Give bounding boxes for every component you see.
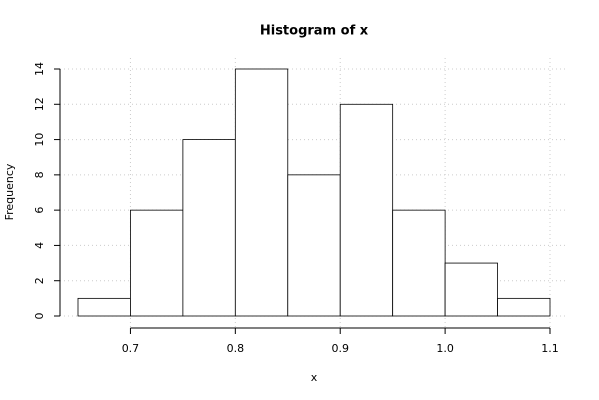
y-tick-label: 0 (33, 313, 46, 320)
y-tick-label: 4 (33, 242, 46, 249)
y-tick-label: 8 (33, 171, 46, 178)
y-tick-label: 2 (33, 277, 46, 284)
y-tick-label: 10 (33, 133, 46, 147)
bar (182, 139, 236, 317)
x-tick-label: 1.0 (436, 342, 454, 355)
bar (497, 297, 551, 317)
x-axis-label: x (311, 371, 318, 384)
y-tick-label: 14 (33, 62, 46, 76)
bar (339, 103, 394, 317)
bar (130, 209, 184, 317)
bar (444, 262, 498, 317)
x-tick-label: 0.9 (331, 342, 349, 355)
bar (392, 209, 446, 317)
y-axis-label: Frequency (3, 163, 16, 220)
bar (234, 68, 289, 317)
x-tick-label: 1.1 (541, 342, 559, 355)
x-tick-label: 0.7 (122, 342, 140, 355)
y-tick-label: 6 (33, 207, 46, 214)
chart-title: Histogram of x (260, 24, 369, 39)
x-tick-label: 0.8 (227, 342, 245, 355)
bar (77, 297, 131, 317)
bar (287, 174, 341, 317)
y-tick-label: 12 (33, 97, 46, 111)
